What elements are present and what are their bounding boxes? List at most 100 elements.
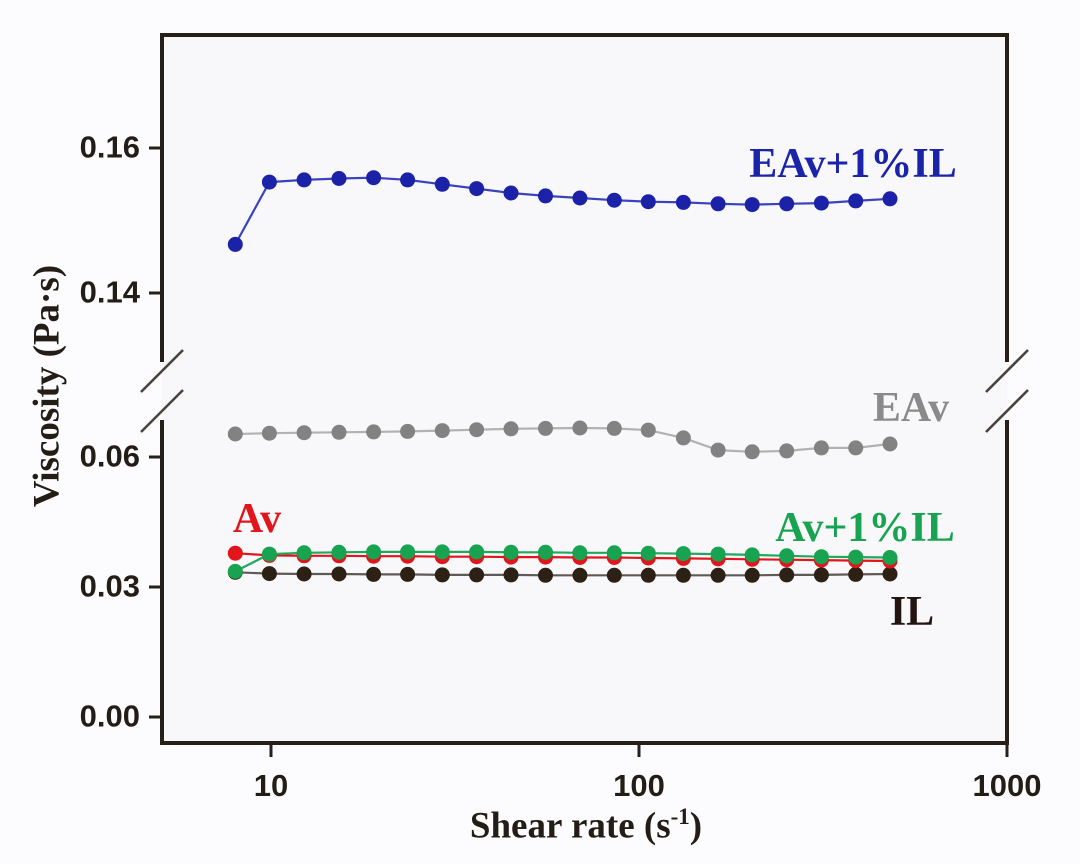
axis-break-mark (140, 389, 184, 433)
data-point-Av+1%IL (848, 549, 864, 565)
y-tick-label-0.00: 0.00 (79, 698, 140, 734)
y-tick-label-0.03: 0.03 (79, 568, 140, 604)
data-point-IL (469, 567, 485, 583)
data-point-IL (675, 567, 691, 583)
data-point-EAv+1%IL (744, 197, 760, 213)
data-point-EAv (710, 442, 726, 458)
data-point-EAv (469, 422, 485, 438)
data-point-EAv+1%IL (606, 192, 622, 208)
data-point-EAv+1%IL (469, 181, 485, 197)
data-point-EAv+1%IL (640, 194, 656, 210)
data-point-EAv+1%IL (882, 191, 898, 207)
data-point-EAv (434, 423, 450, 439)
data-point-EAv (296, 425, 312, 441)
data-point-EAv+1%IL (261, 174, 277, 190)
axis-break-mark (985, 389, 1029, 433)
data-point-Av (227, 545, 243, 561)
data-point-IL (640, 567, 656, 583)
data-point-IL (882, 566, 898, 582)
data-point-IL (572, 567, 588, 583)
data-point-EAv (882, 436, 898, 452)
data-point-Av+1%IL (572, 545, 588, 561)
x-axis-title-close-paren: ) (689, 805, 703, 847)
data-point-Av+1%IL (296, 545, 312, 561)
y-axis-title: Viscosity (Pa·s) (26, 264, 68, 508)
data-point-EAv+1%IL (503, 185, 519, 201)
series-label-EAv: EAv (872, 385, 950, 431)
x-axis-title: Shear rate (s-1) (470, 805, 702, 848)
data-point-EAv+1%IL (813, 195, 829, 211)
data-point-Av+1%IL (640, 545, 656, 561)
data-point-Av+1%IL (366, 544, 382, 560)
x-tick-label-10: 10 (253, 768, 289, 803)
data-point-Av+1%IL (400, 544, 416, 560)
y-tick-label-0.06: 0.06 (79, 438, 140, 474)
data-point-IL (848, 566, 864, 582)
data-point-IL (366, 566, 382, 582)
data-point-EAv (538, 420, 553, 436)
data-point-Av+1%IL (503, 544, 519, 560)
data-point-EAv (503, 421, 519, 437)
data-point-EAv (675, 430, 691, 446)
data-point-EAv (227, 426, 243, 442)
data-point-IL (296, 566, 312, 582)
data-point-EAv+1%IL (572, 190, 588, 206)
axis-break-mark (985, 349, 1029, 393)
data-point-EAv (572, 420, 588, 436)
data-point-Av+1%IL (227, 563, 243, 579)
data-point-EAv (640, 422, 656, 438)
data-point-EAv (331, 424, 347, 440)
data-point-IL (779, 567, 795, 583)
y-tick-label-0.14: 0.14 (79, 274, 140, 310)
data-point-EAv+1%IL (538, 188, 553, 204)
data-point-IL (331, 566, 347, 582)
data-point-Av+1%IL (606, 545, 622, 561)
x-tick-label-100: 100 (613, 768, 665, 803)
data-point-Av+1%IL (538, 544, 553, 560)
data-point-EAv+1%IL (675, 194, 691, 210)
x-tick-label-1000: 1000 (972, 768, 1042, 803)
data-point-IL (744, 567, 760, 583)
data-point-EAv+1%IL (331, 171, 347, 186)
data-point-EAv+1%IL (400, 172, 416, 188)
data-point-EAv+1%IL (434, 176, 450, 192)
data-point-Av+1%IL (434, 544, 450, 560)
plot-area (162, 35, 1007, 743)
data-point-EAv (261, 425, 277, 441)
data-point-Av+1%IL (675, 546, 691, 562)
data-point-IL (503, 567, 519, 583)
data-point-Av+1%IL (710, 546, 726, 562)
data-point-Av+1%IL (331, 544, 347, 560)
data-point-IL (606, 567, 622, 583)
data-point-IL (813, 567, 829, 583)
data-point-Av+1%IL (882, 550, 898, 565)
series-label-Av+1%IL: Av+1%IL (775, 505, 955, 551)
data-point-Av+1%IL (744, 547, 760, 563)
data-point-EAv (744, 444, 760, 460)
data-point-EAv+1%IL (779, 196, 795, 212)
data-point-EAv (366, 424, 382, 440)
data-point-EAv (779, 443, 795, 459)
data-point-IL (261, 566, 277, 582)
data-point-EAv+1%IL (710, 196, 726, 212)
data-point-EAv+1%IL (366, 170, 382, 186)
data-point-EAv+1%IL (227, 236, 243, 252)
data-point-IL (400, 566, 416, 582)
x-axis-title-text: Shear rate (s (469, 805, 671, 847)
data-point-Av+1%IL (813, 549, 829, 565)
data-point-EAv (813, 440, 829, 456)
data-point-IL (538, 567, 553, 583)
data-point-IL (710, 567, 726, 583)
data-point-EAv (606, 420, 622, 436)
axis-break-mark (140, 349, 184, 393)
data-point-EAv (400, 423, 416, 439)
data-point-Av+1%IL (469, 544, 485, 560)
series-label-Av: Av (232, 496, 282, 542)
series-label-IL: IL (889, 589, 935, 635)
x-axis-title-superscript: -1 (670, 804, 690, 830)
data-point-EAv (848, 440, 864, 456)
data-point-EAv+1%IL (848, 193, 864, 209)
data-point-EAv+1%IL (296, 172, 312, 188)
